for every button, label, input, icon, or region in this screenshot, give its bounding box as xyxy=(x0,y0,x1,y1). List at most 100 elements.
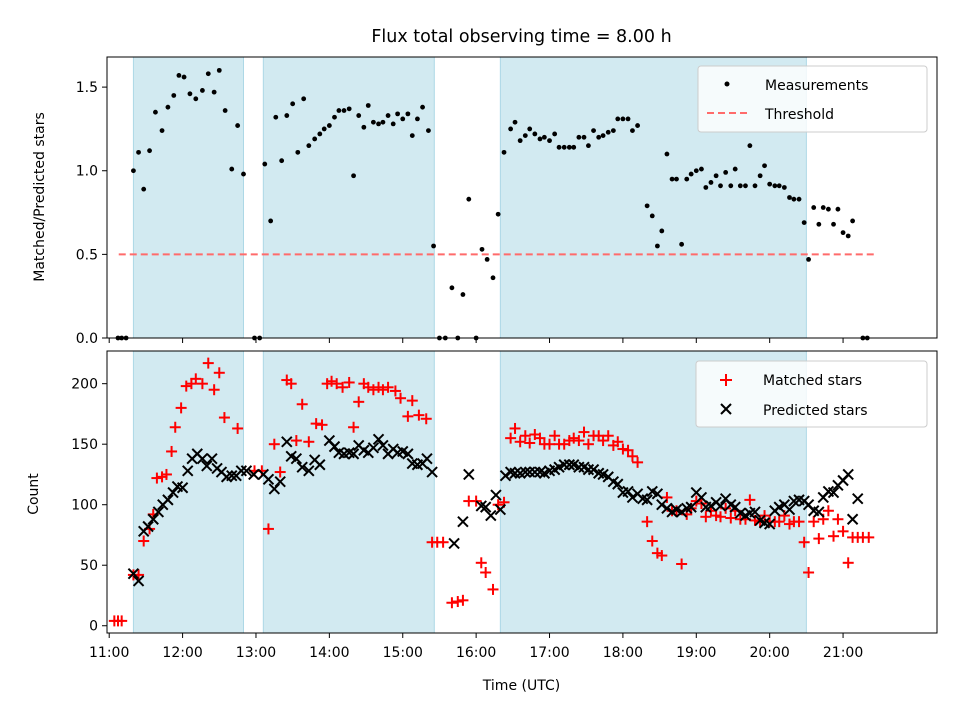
top-measurement-point xyxy=(365,103,371,108)
top-measurement-point xyxy=(176,72,182,78)
bottom-matched-point xyxy=(446,597,458,609)
top-measurement-point xyxy=(566,144,572,150)
top-measurement-point xyxy=(431,243,436,249)
top-measurement-point xyxy=(654,243,660,249)
bottom-predicted-point xyxy=(377,439,389,452)
bottom-matched-point xyxy=(166,445,178,457)
legend-predicted-marker xyxy=(720,403,732,415)
top-measurement-point xyxy=(356,113,362,118)
bottom-predicted-point xyxy=(499,469,512,482)
bottom-shaded-interval xyxy=(262,350,435,634)
legend-measurements-label: Measurements xyxy=(765,78,868,94)
top-measurement-point xyxy=(479,246,485,252)
bottom-matched-point xyxy=(632,456,644,468)
bottom-matched-point xyxy=(232,422,244,434)
bottom-y-tick-label: 0 xyxy=(89,619,98,635)
bottom-matched-point xyxy=(573,435,585,447)
top-measurement-point xyxy=(400,116,406,122)
bottom-matched-point xyxy=(822,505,834,517)
top-y-tick-label: 1.5 xyxy=(76,80,98,96)
top-measurement-point xyxy=(312,136,318,142)
top-measurement-point xyxy=(522,133,528,139)
bottom-predicted-point xyxy=(235,465,248,477)
bottom-matched-point xyxy=(310,418,322,430)
legend-predicted-label: Predicted stars xyxy=(763,403,868,419)
bottom-matched-point xyxy=(646,535,658,547)
top-measurement-point xyxy=(835,206,841,212)
bottom-matched-point xyxy=(837,525,849,537)
top-measurement-point xyxy=(811,205,817,210)
top-measurement-point xyxy=(426,128,431,133)
bottom-matched-point xyxy=(725,512,737,524)
bottom-matched-point xyxy=(452,596,464,608)
bottom-matched-point xyxy=(151,472,163,484)
bottom-x-tick-label: 16:00 xyxy=(456,645,496,661)
bottom-x-tick-label: 13:00 xyxy=(236,645,276,661)
top-measurement-point xyxy=(649,213,655,219)
bottom-y-tick-label: 150 xyxy=(71,437,98,453)
top-measurement-point xyxy=(561,144,567,150)
top-measurement-point xyxy=(825,206,831,212)
bottom-predicted-point xyxy=(372,433,385,446)
top-measurement-point xyxy=(850,218,856,224)
bottom-matched-point xyxy=(213,367,225,379)
bottom-matched-point xyxy=(348,421,360,433)
bottom-x-tick-label: 17:00 xyxy=(529,645,569,661)
bottom-matched-point xyxy=(218,412,230,424)
top-measurement-point xyxy=(820,205,826,210)
bottom-matched-point xyxy=(457,594,469,606)
bottom-predicted-point xyxy=(675,506,688,518)
bottom-matched-point xyxy=(274,466,286,478)
bottom-predicted-point xyxy=(573,461,585,473)
top-y-tick-label: 1.0 xyxy=(76,164,98,180)
bottom-matched-point xyxy=(180,380,192,392)
bottom-matched-point xyxy=(641,516,653,528)
top-measurement-point xyxy=(147,148,152,154)
bottom-y-tick-label: 50 xyxy=(80,558,98,574)
bottom-predicted-point xyxy=(612,478,624,490)
top-measurement-point xyxy=(796,196,802,202)
top-measurement-point xyxy=(610,128,616,133)
top-legend-box xyxy=(697,65,928,133)
top-measurement-point xyxy=(390,121,396,127)
top-measurement-point xyxy=(211,89,217,95)
top-measurement-point xyxy=(699,166,704,172)
top-measurement-point xyxy=(290,101,296,107)
bottom-matched-point xyxy=(413,409,425,421)
bottom-predicted-point xyxy=(582,463,595,476)
top-measurement-point xyxy=(537,136,543,142)
top-measurement-point xyxy=(380,119,386,125)
bottom-matched-point xyxy=(544,438,556,450)
bottom-matched-point xyxy=(262,523,274,535)
bottom-y-tick-label: 100 xyxy=(71,498,98,514)
bottom-matched-point xyxy=(578,426,590,438)
bottom-predicted-point xyxy=(201,460,213,472)
top-measurement-point xyxy=(262,161,268,167)
top-measurement-point xyxy=(405,111,411,117)
bottom-predicted-point xyxy=(490,489,502,501)
top-measurement-point xyxy=(131,168,136,174)
top-measurement-point xyxy=(385,113,391,118)
bottom-predicted-point xyxy=(651,488,664,500)
top-measurement-point xyxy=(620,116,626,122)
bottom-predicted-point xyxy=(274,476,286,488)
bottom-predicted-point xyxy=(421,453,433,465)
legend-matched-marker xyxy=(720,374,732,386)
bottom-matched-point xyxy=(514,436,526,448)
top-measurement-point xyxy=(321,126,327,132)
bottom-matched-point xyxy=(290,435,302,447)
bottom-predicted-point xyxy=(167,486,179,499)
bottom-predicted-point xyxy=(479,501,492,513)
bottom-predicted-point xyxy=(196,453,209,465)
top-measurement-point xyxy=(747,143,753,149)
bottom-matched-point xyxy=(534,432,546,444)
bottom-predicted-point xyxy=(347,448,360,460)
top-measurement-point xyxy=(460,292,466,297)
bottom-matched-point xyxy=(676,558,688,570)
bottom-matched-point xyxy=(389,385,401,397)
top-measurement-point xyxy=(508,126,514,132)
bottom-predicted-point xyxy=(656,499,668,511)
top-measurement-point xyxy=(556,144,562,150)
top-measurement-point xyxy=(495,211,501,217)
bottom-predicted-point xyxy=(281,436,293,448)
